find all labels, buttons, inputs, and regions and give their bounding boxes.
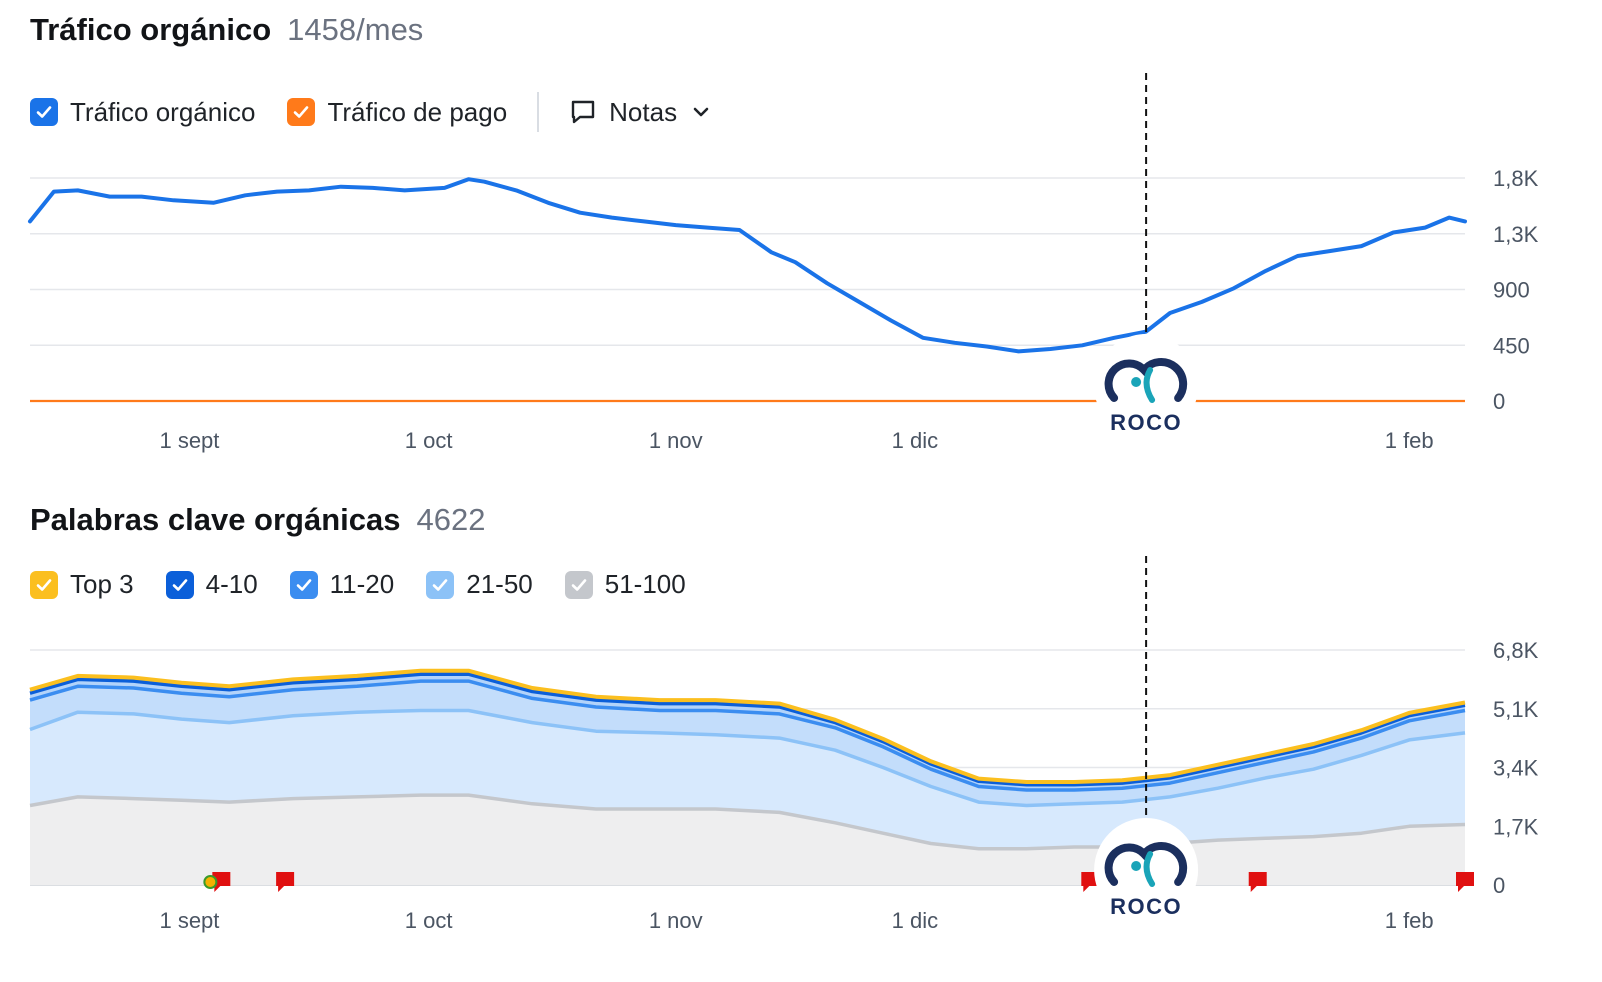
y-tick-label: 3,4K <box>1493 756 1539 781</box>
logo-stroke <box>1143 367 1156 403</box>
x-tick-label: 1 feb <box>1385 908 1434 933</box>
keywords-title: Palabras clave orgánicas <box>30 502 401 537</box>
traffic-title: Tráfico orgánico <box>30 12 272 47</box>
area-21-50 <box>30 710 1465 849</box>
series-line-51-100 <box>29 793 1466 851</box>
logo-wordmark: ROCO <box>1110 410 1182 435</box>
series-line-top-3 <box>29 668 1466 784</box>
checkbox-21-50[interactable] <box>426 570 455 599</box>
logo-arch <box>1104 841 1188 886</box>
checkbox-51-100[interactable] <box>564 570 593 599</box>
checkmark-icon <box>294 106 309 118</box>
logo-arch <box>1104 357 1188 402</box>
y-tick-label: 1,8K <box>1493 166 1539 191</box>
stacked-areas <box>29 668 1466 885</box>
y-tick-label: 5,1K <box>1493 697 1539 722</box>
flag-icon <box>1456 872 1474 892</box>
legend-label-paid-traffic: Tráfico de pago <box>327 96 508 127</box>
checkmark-icon <box>36 106 52 118</box>
logo-wordmark: ROCO <box>1110 894 1182 919</box>
flag-icon <box>276 872 295 892</box>
y-tick-label: 0 <box>1493 873 1505 898</box>
y-tick-label: 900 <box>1493 278 1530 303</box>
x-tick-label: 1 dic <box>892 908 938 933</box>
legend-label-51-100: 51-100 <box>604 569 686 599</box>
flag-icon <box>212 872 231 892</box>
y-tick-label: 1,3K <box>1493 222 1539 247</box>
legend-label-organic-traffic: Tráfico orgánico <box>70 96 256 127</box>
keywords-header: Palabras clave orgánicas 4622 <box>30 502 485 538</box>
legend-toggle-paid-traffic[interactable]: Tráfico de pago <box>287 97 507 128</box>
checkbox-organic-traffic[interactable] <box>30 98 58 126</box>
series-line-4-10 <box>29 672 1466 787</box>
legend-label-top3: Top 3 <box>70 569 134 599</box>
x-tick-label: 1 sept <box>159 908 219 933</box>
google-update-icon <box>203 875 218 889</box>
checkmark-icon <box>36 578 52 591</box>
checkmark-icon <box>571 578 587 591</box>
roco-logo: ROCO <box>1094 818 1199 922</box>
legend-label-21-50: 21-50 <box>466 569 533 599</box>
logo-dot <box>1131 861 1142 871</box>
traffic-value: 1458/mes <box>287 12 424 47</box>
checkbox-paid-traffic[interactable] <box>287 98 316 126</box>
logo-dot <box>1131 377 1142 387</box>
x-tick-label: 1 feb <box>1385 428 1434 453</box>
roco-logo: ROCO <box>1094 334 1199 438</box>
legend-toggle-top3[interactable]: Top 3 <box>30 569 134 600</box>
notes-label: Notas <box>609 96 678 127</box>
x-tick-label: 1 oct <box>405 428 453 453</box>
legend-toggle-organic-traffic[interactable]: Tráfico orgánico <box>30 97 255 128</box>
legend-toggle-51-100[interactable]: 51-100 <box>564 569 686 600</box>
legend-divider <box>537 92 540 132</box>
checkmark-icon <box>432 578 448 591</box>
checkbox-4-10[interactable] <box>165 570 194 599</box>
checkbox-top3[interactable] <box>30 570 58 599</box>
keywords-legend: Top 3 4-10 11-20 21-50 51-100 <box>30 569 718 600</box>
checkmark-icon <box>172 578 187 591</box>
y-tick-label: 0 <box>1493 389 1505 414</box>
x-tick-label: 1 nov <box>649 428 703 453</box>
checkbox-11-20[interactable] <box>289 570 318 599</box>
checkmark-icon <box>296 578 311 591</box>
keywords-value: 4622 <box>416 502 486 537</box>
legend-toggle-4-10[interactable]: 4-10 <box>165 569 258 600</box>
traffic-header: Tráfico orgánico 1458/mes <box>30 12 423 48</box>
logo-stroke <box>1143 851 1156 887</box>
legend-label-11-20: 11-20 <box>329 569 395 599</box>
y-tick-label: 450 <box>1493 333 1530 358</box>
x-tick-label: 1 sept <box>159 428 219 453</box>
speech-bubble-icon <box>571 100 595 124</box>
x-tick-label: 1 dic <box>892 428 938 453</box>
series-line-organic-traffic <box>28 177 1467 354</box>
x-tick-label: 1 oct <box>405 908 453 933</box>
organic-traffic-chart[interactable]: 1,8K 1,3K 900 450 0 1 sept 1 oct 1 nov 1 dic 1 fe… <box>0 0 1602 470</box>
flag-icon <box>1248 872 1267 892</box>
series-line-21-50 <box>29 708 1466 808</box>
legend-toggle-21-50[interactable]: 21-50 <box>426 569 533 600</box>
series-line-11-20 <box>29 679 1466 792</box>
x-tick-label: 1 nov <box>649 908 703 933</box>
traffic-legend: Tráfico orgánico Tráfico de pago Notas <box>30 92 711 132</box>
notes-dropdown[interactable]: Notas <box>569 97 711 128</box>
y-tick-label: 6,8K <box>1493 638 1539 663</box>
chevron-down-icon <box>693 107 709 117</box>
y-tick-label: 1,7K <box>1493 814 1539 839</box>
legend-label-4-10: 4-10 <box>205 569 258 599</box>
legend-toggle-11-20[interactable]: 11-20 <box>289 569 395 600</box>
